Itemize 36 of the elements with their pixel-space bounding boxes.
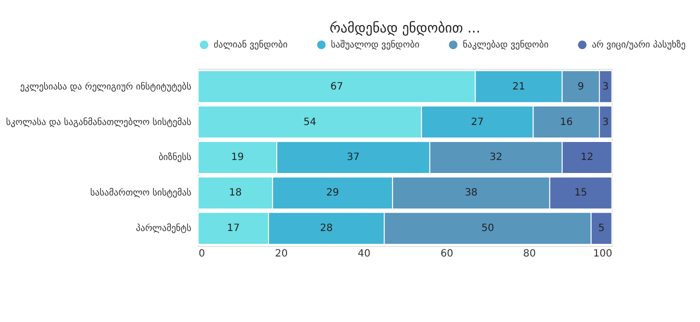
data-label: 16 [560, 116, 573, 128]
data-label: 32 [490, 152, 502, 164]
data-label: 9 [578, 81, 584, 92]
x-tick-label: 100 [593, 248, 612, 260]
legend-label: ძალიან ვენდობი [214, 40, 288, 51]
y-tick-label: სასამართლო სისტემას [90, 188, 192, 199]
data-label: 12 [580, 152, 594, 164]
data-label: 15 [574, 188, 588, 199]
x-tick-label: 60 [440, 248, 454, 260]
data-label: 21 [512, 81, 526, 92]
y-tick-label: ეკლესიასა და რელიგიურ ინსტიტუტებს [20, 81, 192, 92]
data-label: 50 [481, 223, 494, 234]
data-label: 37 [346, 152, 360, 164]
data-label: 38 [464, 188, 478, 199]
data-label: 18 [229, 188, 242, 199]
data-label: 54 [303, 116, 316, 128]
data-label: 3 [602, 116, 609, 128]
y-tick-label: სკოლასა და საგანმანათლებლო სისტემას [6, 116, 192, 128]
data-label: 5 [598, 223, 605, 234]
data-label: 27 [471, 116, 484, 128]
data-label: 17 [226, 223, 240, 234]
y-tick-label: პარლამენტს [136, 223, 192, 234]
x-tick-label: 20 [274, 248, 288, 260]
data-label: 28 [320, 223, 333, 234]
data-label: 29 [326, 188, 339, 199]
data-label: 19 [231, 152, 244, 164]
x-tick-label: 40 [358, 248, 370, 260]
legend-label: ნაკლებად ვენდობი [462, 40, 549, 51]
legend-label: საშუალოდ ვენდობი [330, 40, 420, 51]
data-label: 67 [330, 81, 344, 92]
x-tick-label: 80 [523, 248, 536, 260]
data-label: 3 [602, 81, 609, 92]
y-tick-label: ბიზნესს [158, 152, 192, 164]
chart-title: რამდენად ენდობით ... [330, 20, 480, 36]
legend-label: არ ვიცი/უარი პასუხზე [592, 40, 686, 51]
x-tick-label: 0 [198, 248, 206, 260]
